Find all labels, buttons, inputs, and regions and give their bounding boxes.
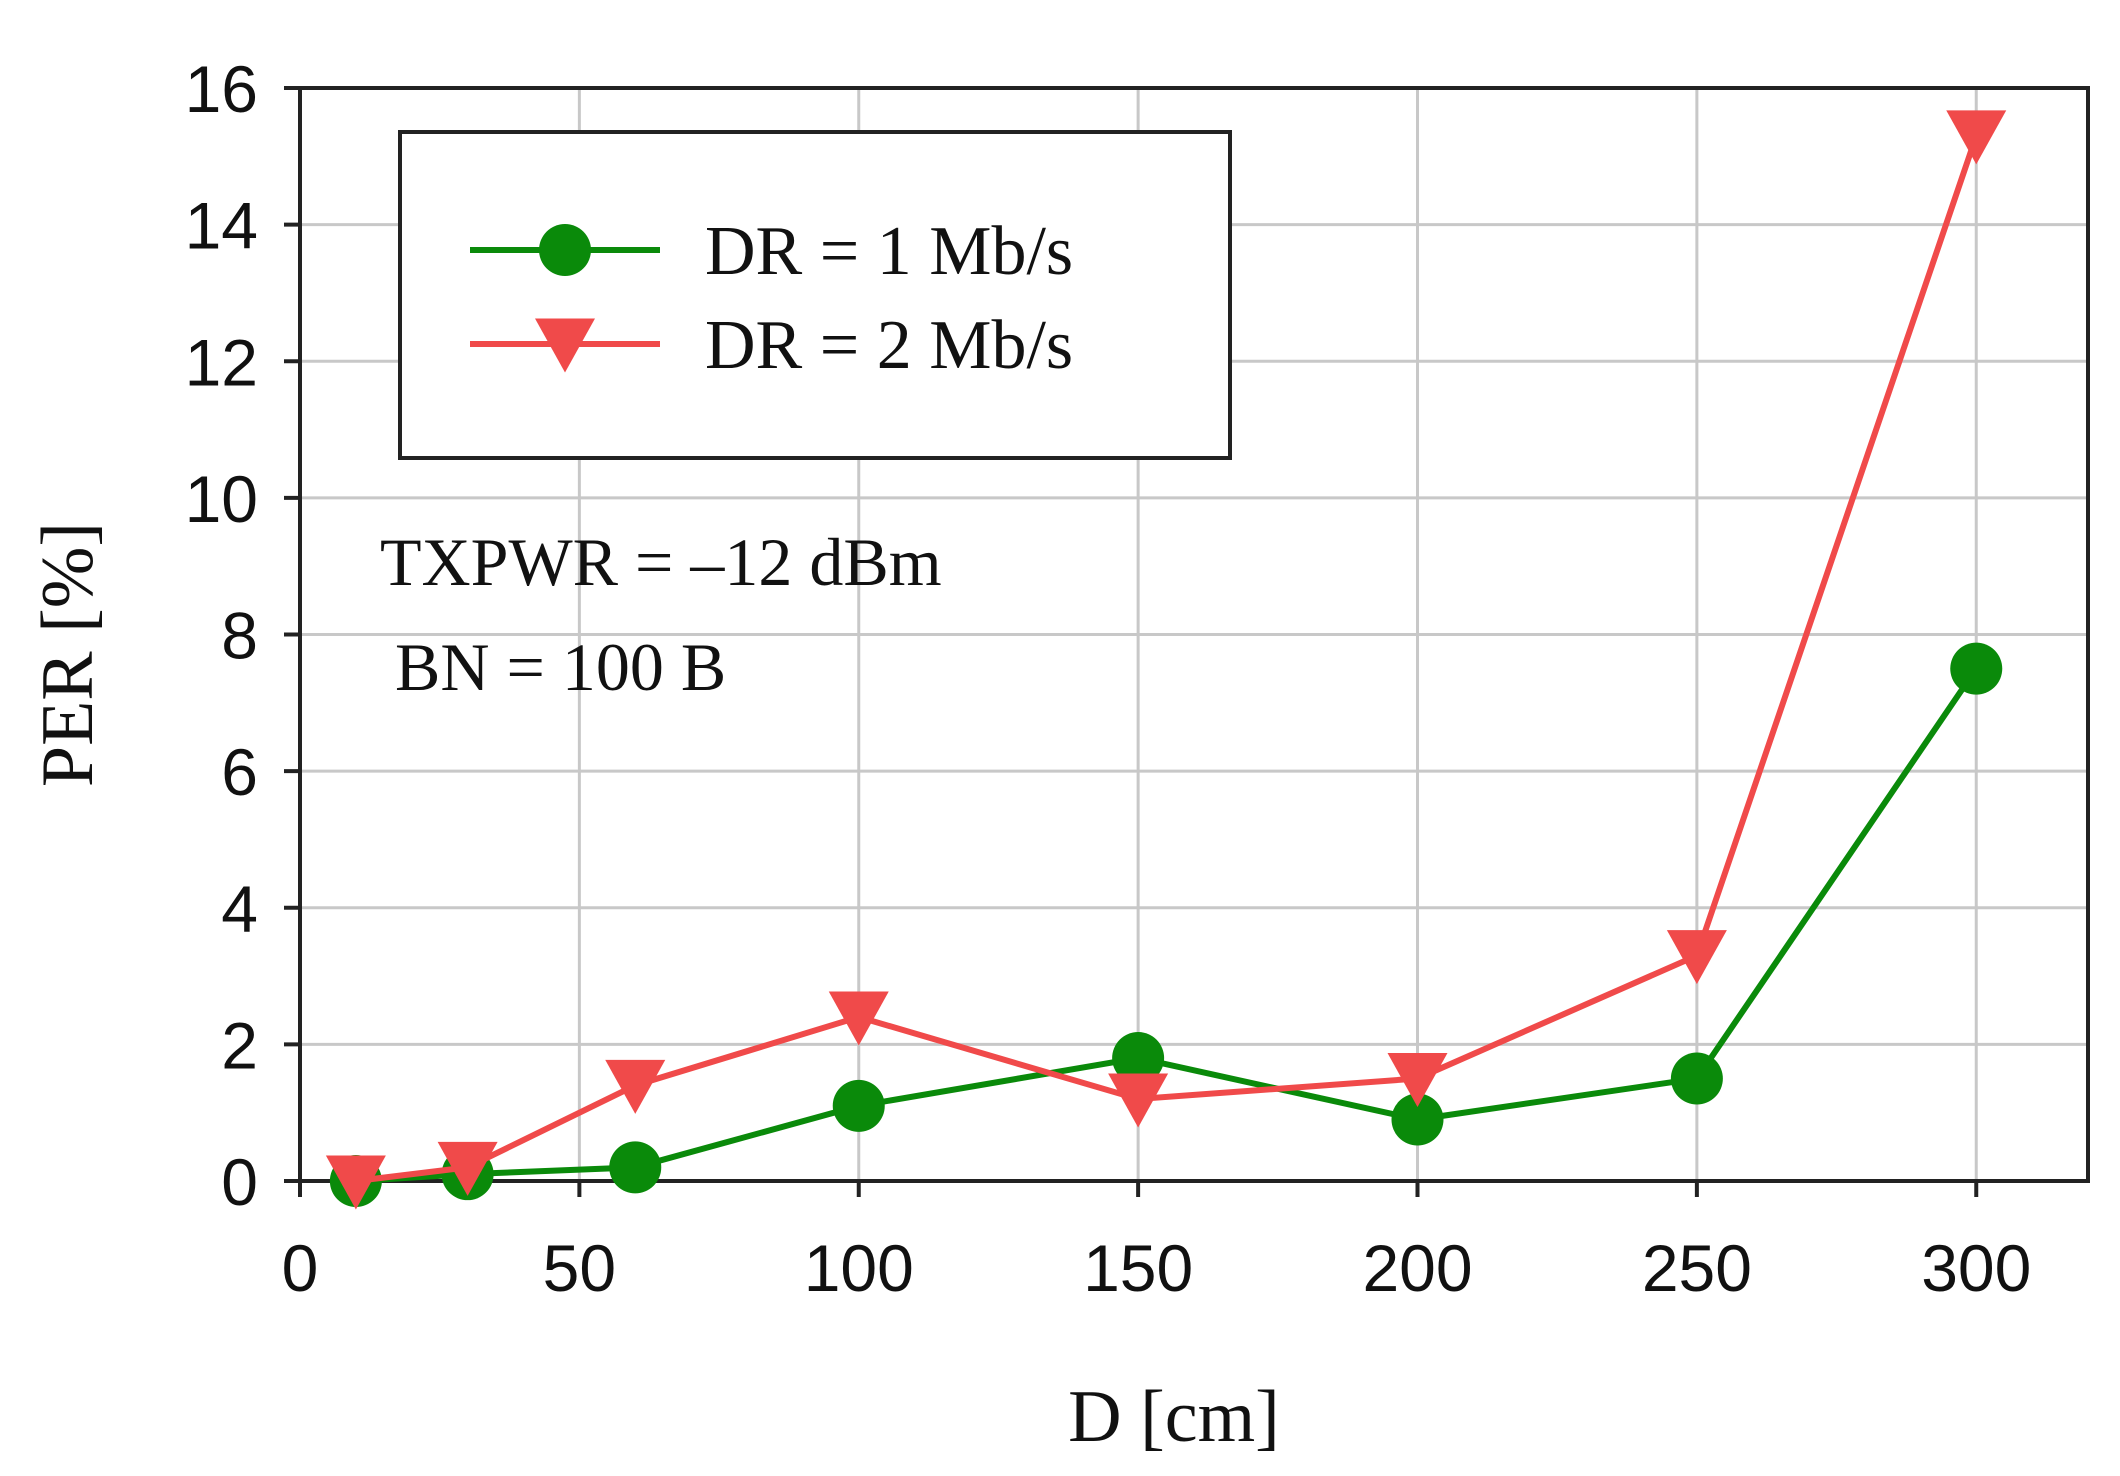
x-tick-label: 250 — [1642, 1231, 1752, 1305]
data-point — [1946, 110, 2007, 165]
data-point — [325, 1155, 386, 1210]
y-tick-label: 6 — [221, 735, 258, 809]
legend-marker — [535, 318, 595, 373]
data-point — [605, 1059, 666, 1114]
series-line — [355, 666, 1979, 1184]
y-axis-title: PER [%] — [27, 522, 109, 787]
x-tick-label: 100 — [804, 1231, 914, 1305]
annotation-txpwr: TXPWR = –12 dBm — [380, 524, 942, 600]
y-tick-label: 10 — [185, 462, 258, 536]
annotation-bn: BN = 100 B — [395, 629, 726, 705]
x-tick-label: 150 — [1083, 1231, 1193, 1305]
y-tick-label: 4 — [221, 872, 258, 946]
data-point — [437, 1141, 498, 1196]
x-tick-label: 0 — [282, 1231, 319, 1305]
legend-label: DR = 1 Mb/s — [705, 213, 1073, 290]
x-axis-title: D [cm] — [1068, 1376, 1280, 1458]
legend-item: DR = 2 Mb/s — [470, 307, 1073, 384]
x-tick-label: 200 — [1362, 1231, 1472, 1305]
y-tick-label: 16 — [185, 52, 258, 126]
data-point — [1387, 1053, 1448, 1108]
data-point — [1112, 1032, 1165, 1085]
legend-item: DR = 1 Mb/s — [470, 213, 1073, 290]
series-2 — [325, 110, 2007, 1210]
y-tick-label: 12 — [185, 325, 258, 399]
series-layer — [325, 110, 2007, 1210]
legend: DR = 1 Mb/s DR = 2 Mb/s — [398, 130, 1232, 460]
data-point — [1950, 642, 2003, 695]
data-point — [1666, 930, 1727, 985]
series-1 — [329, 642, 2003, 1207]
data-point — [1391, 1093, 1444, 1146]
x-tick-label: 50 — [543, 1231, 616, 1305]
x-tick-label: 300 — [1921, 1231, 2031, 1305]
axis-ticks: 0 50 100 150 200 250 300 0 2 4 6 8 10 12 14 16 — [185, 52, 2032, 1305]
data-point — [832, 1079, 885, 1132]
data-point — [609, 1141, 662, 1194]
data-point — [1670, 1052, 1723, 1105]
legend-box — [398, 130, 1232, 460]
legend-marker — [539, 224, 591, 276]
y-tick-label: 0 — [221, 1145, 258, 1219]
data-point — [1108, 1073, 1169, 1128]
y-tick-label: 14 — [185, 189, 258, 263]
legend-label: DR = 2 Mb/s — [705, 307, 1073, 384]
y-tick-label: 2 — [221, 1008, 258, 1082]
y-tick-label: 8 — [221, 599, 258, 673]
data-point — [828, 991, 889, 1046]
series-line — [355, 134, 1980, 1184]
